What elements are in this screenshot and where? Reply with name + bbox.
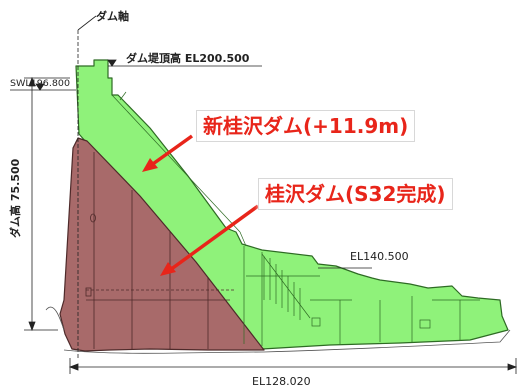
base-width-dimension <box>68 358 518 374</box>
old-dam-body <box>59 137 265 352</box>
new-dam-callout: 新桂沢ダム(+11.9m) <box>196 110 416 142</box>
water-level-label: SWL196.800 <box>10 79 70 89</box>
crest-elevation-label: ダム堤頂高 EL200.500 <box>126 51 250 65</box>
ground-line <box>45 306 511 354</box>
base-level-label: EL128.020 <box>252 375 311 388</box>
dam-height-label: ダム高 75.500 <box>8 158 22 238</box>
dam-axis-label: ダム軸 <box>96 9 129 23</box>
new-dam-arrow <box>142 134 194 172</box>
new-dam-internal-lines <box>111 91 480 346</box>
old-dam-arrow <box>160 204 260 276</box>
dam-axis-line <box>77 15 97 360</box>
old-dam-internal-lines <box>85 152 236 349</box>
crest-elevation-marker <box>107 59 262 67</box>
old-dam-callout: 桂沢ダム(S32完成) <box>258 178 453 210</box>
downstream-level-label: EL140.500 <box>350 250 409 263</box>
water-level-marker <box>10 83 76 91</box>
dam-height-dimension <box>24 76 70 332</box>
